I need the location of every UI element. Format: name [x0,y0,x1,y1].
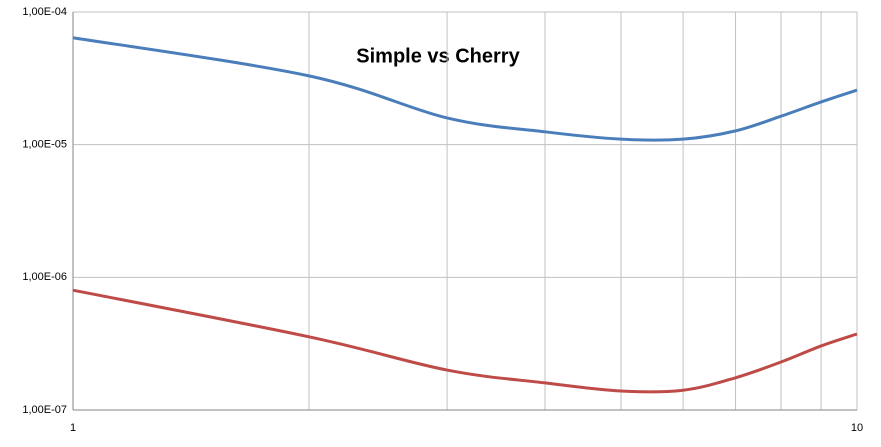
x-tick-label: 1 [70,422,76,434]
y-tick-label: 1,00E-07 [22,404,67,416]
y-tick-label: 1,00E-04 [22,6,67,18]
y-tick-label: 1,00E-06 [22,271,67,283]
series-line [72,36,858,142]
chart-title: Simple vs Cherry [356,45,520,67]
x-tick-label: 10 [851,422,863,434]
series-line [72,288,858,394]
y-tick-label: 1,00E-05 [22,139,67,151]
